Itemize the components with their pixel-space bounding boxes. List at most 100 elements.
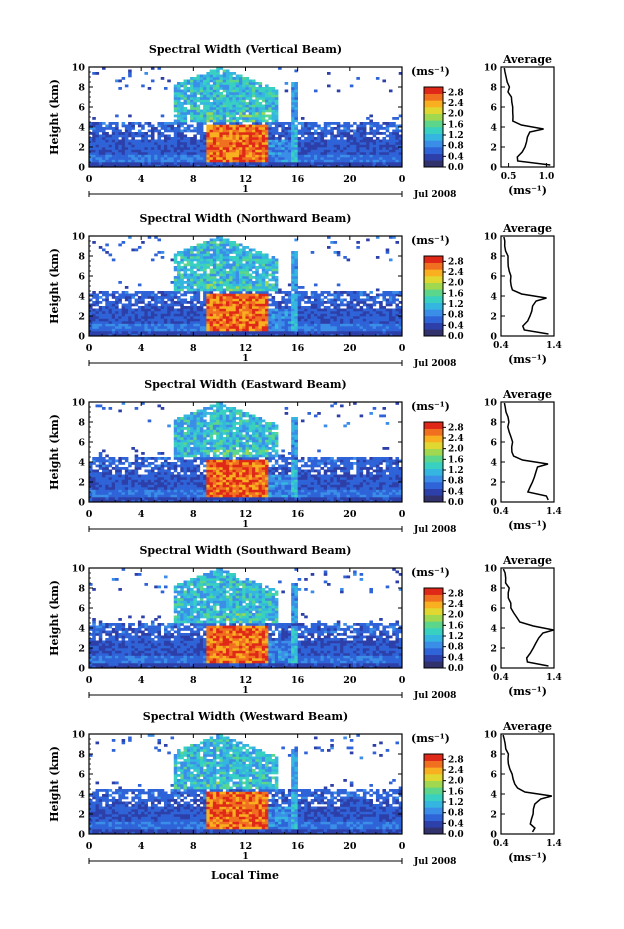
heatmap-cell bbox=[238, 261, 243, 264]
heatmap-cell bbox=[375, 301, 380, 304]
heatmap-cell bbox=[278, 328, 282, 332]
heatmap-cell bbox=[271, 102, 276, 105]
heatmap-cell bbox=[359, 122, 364, 125]
heatmap-cell bbox=[388, 293, 393, 297]
heatmap-cell bbox=[105, 492, 109, 495]
heatmap-cell bbox=[144, 144, 148, 148]
heatmap-cell bbox=[271, 333, 276, 337]
heatmap-cell bbox=[333, 147, 338, 150]
heatmap-cell bbox=[320, 323, 325, 327]
heatmap-cell bbox=[362, 134, 367, 138]
heatmap-cell bbox=[203, 104, 207, 108]
heatmap-cell bbox=[177, 117, 181, 120]
heatmap-cell bbox=[222, 291, 227, 294]
heatmap-cell bbox=[366, 328, 370, 332]
heatmap-cell bbox=[294, 134, 298, 138]
heatmap-cell bbox=[359, 154, 364, 158]
heatmap-cell bbox=[193, 164, 197, 168]
heatmap-cell bbox=[225, 137, 230, 140]
heatmap-cell bbox=[349, 293, 354, 297]
heatmap-cell bbox=[219, 124, 223, 128]
heatmap-cell bbox=[229, 313, 233, 317]
heatmap-cell bbox=[115, 291, 119, 294]
heatmap-cell bbox=[369, 139, 373, 143]
heatmap-cell bbox=[235, 276, 240, 279]
heatmap-cell bbox=[163, 313, 168, 317]
heatmap-cell bbox=[294, 147, 298, 150]
heatmap-cell bbox=[128, 469, 132, 473]
heatmap-cell bbox=[196, 114, 201, 118]
heatmap-cell bbox=[336, 311, 341, 314]
heatmap-cell bbox=[232, 286, 237, 289]
heatmap-cell bbox=[222, 321, 227, 324]
heatmap-cell bbox=[245, 296, 250, 299]
heatmap-cell bbox=[222, 246, 227, 249]
heatmap-cell bbox=[278, 323, 282, 327]
heatmap-cell bbox=[147, 499, 152, 503]
heatmap-cell bbox=[225, 333, 230, 337]
heatmap-cell bbox=[242, 144, 246, 148]
heatmap-cell bbox=[141, 308, 145, 312]
heatmap-cell bbox=[238, 89, 243, 93]
heatmap-cell bbox=[323, 139, 328, 143]
heatmap-cell bbox=[248, 258, 253, 262]
heatmap-cell bbox=[177, 114, 181, 118]
heatmap-cell bbox=[229, 256, 233, 259]
heatmap-cell bbox=[137, 283, 142, 287]
heatmap-cell bbox=[199, 162, 204, 165]
heatmap-cell bbox=[141, 494, 145, 498]
heatmap-cell bbox=[238, 154, 243, 158]
heatmap-cell bbox=[167, 311, 171, 314]
heatmap-cell bbox=[291, 253, 295, 257]
heatmap-cell bbox=[173, 268, 178, 272]
heatmap-cell bbox=[157, 129, 162, 133]
heatmap-cell bbox=[294, 276, 298, 279]
heatmap-cell bbox=[300, 122, 305, 125]
heatmap-cell bbox=[216, 318, 220, 322]
heatmap-cell bbox=[330, 157, 334, 160]
heatmap-cell bbox=[108, 331, 113, 334]
heatmap-cell bbox=[121, 152, 126, 155]
heatmap-cell bbox=[372, 303, 377, 307]
panel-title: Spectral Width (Eastward Beam) bbox=[144, 378, 346, 391]
heatmap-cell bbox=[212, 119, 217, 123]
avg-y-tick-label: 0 bbox=[490, 332, 497, 343]
heatmap-cell bbox=[369, 144, 373, 148]
heatmap-cell bbox=[141, 298, 145, 302]
heatmap-cell bbox=[206, 89, 210, 93]
heatmap-cell bbox=[274, 286, 279, 289]
heatmap-cell bbox=[359, 134, 364, 138]
heatmap-cell bbox=[137, 328, 142, 332]
heatmap-cell bbox=[95, 152, 100, 155]
heatmap-cell bbox=[330, 132, 334, 135]
heatmap-cell bbox=[362, 311, 367, 314]
heatmap-cell bbox=[222, 266, 227, 269]
heatmap-cell bbox=[225, 243, 230, 247]
heatmap-cell bbox=[160, 313, 165, 317]
heatmap-cell bbox=[252, 149, 256, 153]
heatmap-cell bbox=[147, 306, 152, 309]
heatmap-cell bbox=[287, 147, 292, 150]
heatmap-cell bbox=[222, 276, 227, 279]
heatmap-cell bbox=[196, 261, 201, 264]
heatmap-cell bbox=[170, 296, 175, 299]
heatmap-cell bbox=[242, 159, 246, 163]
heatmap-cell bbox=[199, 122, 204, 125]
heatmap-cell bbox=[199, 261, 204, 264]
heatmap-cell bbox=[193, 288, 197, 292]
heatmap-cell bbox=[206, 97, 210, 100]
heatmap-cell bbox=[196, 77, 201, 80]
heatmap-cell bbox=[190, 107, 194, 110]
heatmap-cell bbox=[193, 298, 197, 302]
heatmap-cell bbox=[150, 157, 155, 160]
heatmap-cell bbox=[245, 144, 250, 148]
heatmap-cell bbox=[186, 268, 191, 272]
heatmap-cell bbox=[141, 477, 145, 480]
heatmap-cell bbox=[255, 308, 259, 312]
heatmap-cell bbox=[300, 306, 305, 309]
heatmap-cell bbox=[92, 139, 96, 143]
heatmap-cell bbox=[212, 104, 217, 108]
heatmap-cell bbox=[190, 109, 194, 113]
heatmap-cell bbox=[281, 326, 285, 329]
heatmap-cell bbox=[235, 333, 240, 337]
